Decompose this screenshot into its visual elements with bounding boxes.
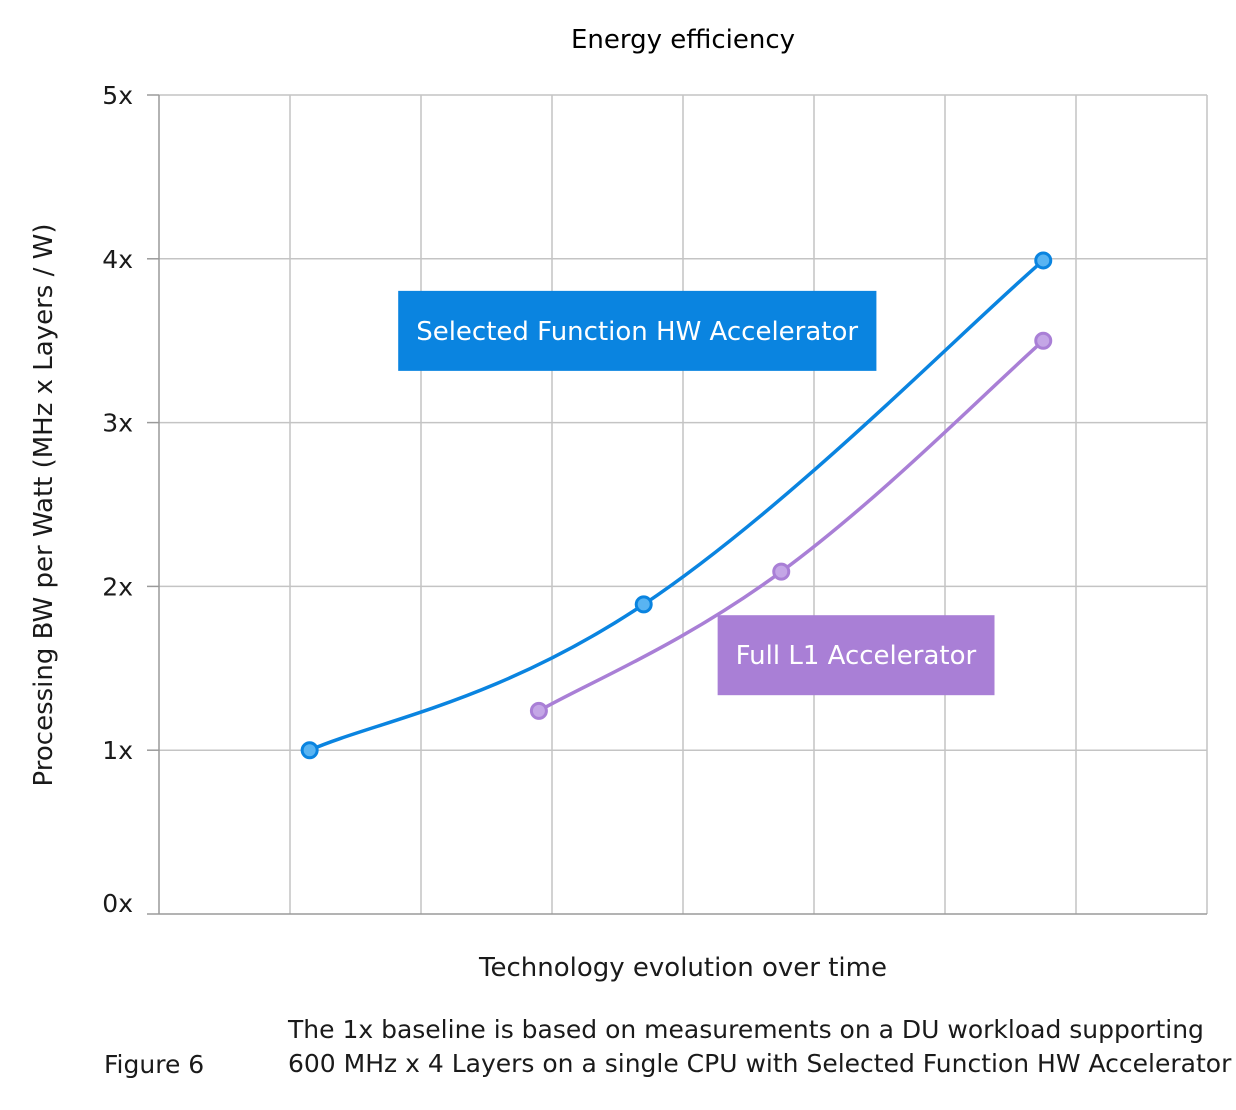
figure-label: Figure 6 <box>104 1050 205 1079</box>
y-tick-labels: 0x 1x 2x 3x 4x 5x <box>102 81 133 918</box>
grid <box>159 94 1208 914</box>
chart-title: Energy efficiency <box>571 25 795 55</box>
series-callout-box <box>398 290 877 371</box>
series-callout-2: Full L1 Accelerator <box>717 615 995 696</box>
energy-efficiency-chart: Energy efficiency 0x 1x 2x 3x 4x 5x Technolog… <box>29 25 1208 983</box>
figure-caption: The 1x baseline is based on measurements… <box>288 1013 1232 1081</box>
axes <box>147 94 1207 915</box>
y-tick-label: 1x <box>102 736 133 765</box>
caption-line-1: The 1x baseline is based on measurements… <box>288 1015 1204 1044</box>
y-tick-label: 5x <box>102 81 133 110</box>
y-axis-label: Processing BW per Watt (MHz x Layers / W… <box>29 224 59 787</box>
series-callout-1: Selected Function HW Accelerator <box>398 290 877 371</box>
caption-line-2: 600 MHz x 4 Layers on a single CPU with … <box>288 1049 1232 1078</box>
series-2-point <box>529 701 548 720</box>
y-tick-label: 4x <box>102 245 133 274</box>
series-line-1 <box>307 258 1045 752</box>
series-callout-text: Selected Function HW Accelerator <box>416 317 858 347</box>
series-1-point <box>634 595 653 614</box>
series-2-point <box>1034 331 1053 350</box>
series <box>300 251 1053 760</box>
x-axis-label: Technology evolution over time <box>478 953 887 983</box>
series-1-point <box>300 741 319 760</box>
y-tick-label: 0x <box>102 889 133 918</box>
series-1-point <box>1034 251 1053 270</box>
y-tick-label: 2x <box>102 572 133 601</box>
series-callout-box <box>717 615 995 696</box>
series-callout-text: Full L1 Accelerator <box>736 641 977 671</box>
y-tick-label: 3x <box>102 409 133 438</box>
series-2-point <box>772 562 791 581</box>
series-callouts: Selected Function HW Accelerator Full L1 … <box>398 290 995 696</box>
